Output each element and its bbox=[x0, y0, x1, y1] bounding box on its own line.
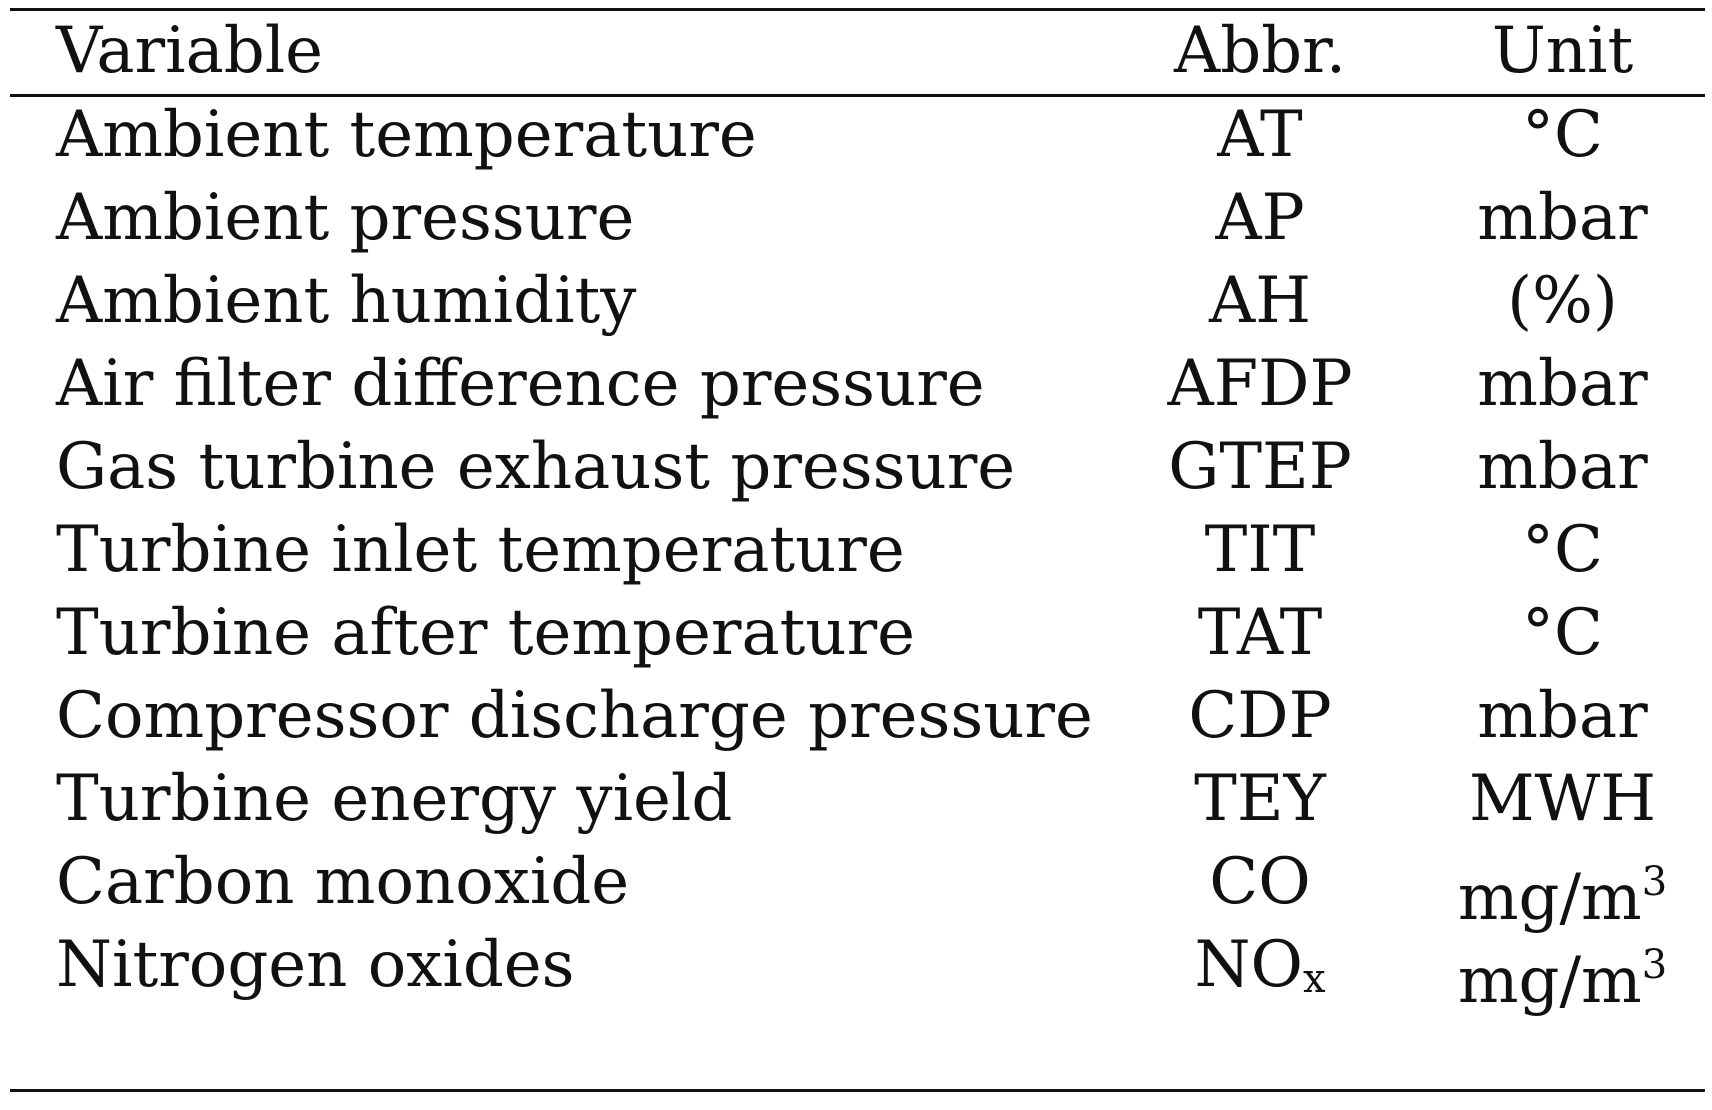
unit-text: (%) bbox=[1507, 264, 1618, 338]
table-row: Ambient temperature AT °C bbox=[0, 90, 1712, 181]
cell-abbr: TAT bbox=[1120, 588, 1400, 679]
unit-text: mbar bbox=[1477, 430, 1648, 504]
cell-variable: Carbon monoxide bbox=[56, 845, 630, 919]
abbr-text: CDP bbox=[1188, 679, 1332, 753]
unit-superscript: 3 bbox=[1641, 942, 1668, 988]
cell-variable: Compressor discharge pressure bbox=[56, 679, 1093, 753]
table-row: Ambient pressure AP mbar bbox=[0, 173, 1712, 264]
cell-variable: Ambient temperature bbox=[56, 98, 757, 172]
abbr-text: AT bbox=[1217, 98, 1303, 172]
unit-text: mg/m bbox=[1457, 861, 1642, 935]
cell-variable: Ambient pressure bbox=[56, 181, 635, 255]
table-row: Turbine inlet temperature TIT °C bbox=[0, 505, 1712, 596]
cell-variable: Turbine after temperature bbox=[56, 596, 916, 670]
cell-variable: Turbine inlet temperature bbox=[56, 513, 905, 587]
unit-text: mbar bbox=[1477, 347, 1648, 421]
unit-text: mg/m bbox=[1457, 944, 1642, 1018]
top-rule bbox=[10, 8, 1705, 11]
cell-abbr: AH bbox=[1120, 256, 1400, 347]
header-rule bbox=[10, 94, 1705, 97]
cell-unit: °C bbox=[1420, 505, 1705, 596]
table-row: Nitrogen oxides NOx mg/m3 bbox=[0, 920, 1712, 1018]
abbr-text: CO bbox=[1209, 845, 1311, 919]
abbr-text: TEY bbox=[1194, 762, 1326, 836]
abbr-subscript: x bbox=[1302, 956, 1326, 1002]
cell-unit: mbar bbox=[1420, 339, 1705, 430]
cell-unit: °C bbox=[1420, 90, 1705, 181]
cell-abbr: CDP bbox=[1120, 671, 1400, 762]
unit-text: mbar bbox=[1477, 181, 1648, 255]
cell-variable: Nitrogen oxides bbox=[56, 928, 575, 1002]
cell-unit: MWH bbox=[1420, 754, 1705, 845]
table-row: Ambient humidity AH (%) bbox=[0, 256, 1712, 347]
unit-text: °C bbox=[1522, 513, 1603, 587]
cell-abbr: CO bbox=[1120, 837, 1400, 928]
table-header-row: Variable Abbr. Unit bbox=[0, 6, 1712, 97]
bottom-rule bbox=[10, 1089, 1705, 1092]
header-abbr: Abbr. bbox=[1173, 14, 1347, 88]
cell-variable: Ambient humidity bbox=[56, 264, 637, 338]
cell-unit: mbar bbox=[1420, 671, 1705, 762]
abbr-text: TAT bbox=[1197, 596, 1323, 670]
cell-abbr: GTEP bbox=[1120, 422, 1400, 513]
cell-abbr: AP bbox=[1120, 173, 1400, 264]
abbr-text: AH bbox=[1208, 264, 1312, 338]
cell-variable: Gas turbine exhaust pressure bbox=[56, 430, 1016, 504]
cell-abbr: AFDP bbox=[1120, 339, 1400, 430]
table-row: Carbon monoxide CO mg/m3 bbox=[0, 837, 1712, 935]
header-unit: Unit bbox=[1491, 14, 1634, 88]
cell-unit: mg/m3 bbox=[1420, 920, 1705, 1027]
cell-abbr: NOx bbox=[1120, 920, 1400, 1025]
abbr-text: NO bbox=[1194, 928, 1303, 1002]
cell-unit: mbar bbox=[1420, 173, 1705, 264]
unit-text: °C bbox=[1522, 98, 1603, 172]
cell-unit: °C bbox=[1420, 588, 1705, 679]
header-variable: Variable bbox=[56, 14, 324, 88]
unit-text: °C bbox=[1522, 596, 1603, 670]
cell-abbr: TEY bbox=[1120, 754, 1400, 845]
cell-unit: mg/m3 bbox=[1420, 837, 1705, 944]
cell-abbr: AT bbox=[1120, 90, 1400, 181]
abbr-text: AP bbox=[1215, 181, 1305, 255]
cell-abbr: TIT bbox=[1120, 505, 1400, 596]
table-row: Gas turbine exhaust pressure GTEP mbar bbox=[0, 422, 1712, 513]
cell-variable: Air filter difference pressure bbox=[56, 347, 985, 421]
table-row: Air filter difference pressure AFDP mbar bbox=[0, 339, 1712, 430]
abbr-text: TIT bbox=[1204, 513, 1316, 587]
cell-unit: (%) bbox=[1420, 256, 1705, 347]
table-row: Turbine after temperature TAT °C bbox=[0, 588, 1712, 679]
abbr-text: GTEP bbox=[1168, 430, 1352, 504]
unit-text: mbar bbox=[1477, 679, 1648, 753]
cell-unit: mbar bbox=[1420, 422, 1705, 513]
abbr-text: AFDP bbox=[1167, 347, 1353, 421]
cell-variable: Turbine energy yield bbox=[56, 762, 733, 836]
unit-superscript: 3 bbox=[1641, 859, 1668, 905]
table-row: Compressor discharge pressure CDP mbar bbox=[0, 671, 1712, 762]
unit-text: MWH bbox=[1468, 762, 1657, 836]
table-row: Turbine energy yield TEY MWH bbox=[0, 754, 1712, 845]
